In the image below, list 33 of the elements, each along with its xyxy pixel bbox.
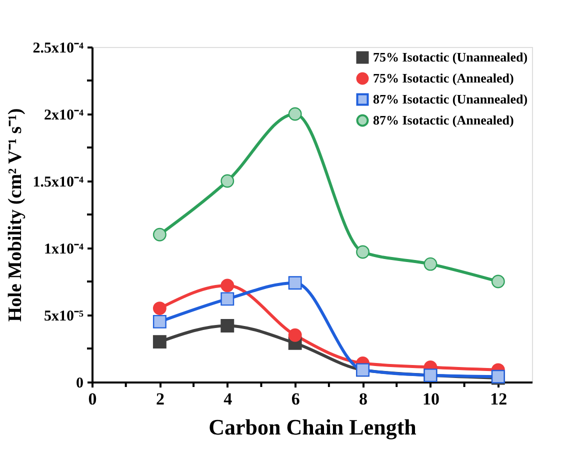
y-tick-label: 5x10⁻⁵ [44, 308, 84, 324]
x-tick-label: 8 [359, 390, 368, 408]
point [220, 292, 234, 306]
y-tick-label: 1.5x10⁻⁴ [32, 174, 84, 190]
point [424, 257, 438, 271]
x-tick-label: 0 [88, 390, 97, 408]
y-tick-label: 2x10⁻⁴ [44, 108, 84, 124]
legend-label: 75% Isotactic (Unannealed) [373, 50, 528, 64]
y-tick-label: 1x10⁻⁴ [44, 242, 84, 258]
legend-label: 75% Isotactic (Annealed) [373, 70, 514, 86]
point [356, 245, 370, 259]
x-tick-label: 12 [490, 390, 508, 408]
point [152, 228, 166, 242]
x-tick-label: 4 [224, 390, 233, 408]
y-tick-label: 2.5x10⁻⁴ [32, 40, 84, 56]
x-tick-label: 2 [156, 390, 164, 408]
point [152, 302, 166, 316]
point [491, 274, 505, 288]
legend-label: 87% Isotactic (Unannealed) [373, 92, 528, 106]
y-axis-title: Hole Mobility (cm² V⁻¹ s⁻¹) [4, 108, 26, 322]
y-tick-label: 0 [76, 376, 84, 392]
legend-label: 87% Isotactic (Annealed) [373, 112, 514, 128]
point [220, 174, 234, 188]
x-axis-title: Carbon Chain Length [208, 414, 416, 440]
point [220, 278, 234, 292]
x-tick-label: 6 [291, 390, 300, 408]
point [288, 107, 302, 121]
point [220, 318, 234, 332]
point [152, 314, 166, 328]
point [152, 335, 166, 349]
point [288, 328, 302, 342]
x-tick-label: 10 [422, 390, 440, 408]
point [288, 276, 302, 290]
